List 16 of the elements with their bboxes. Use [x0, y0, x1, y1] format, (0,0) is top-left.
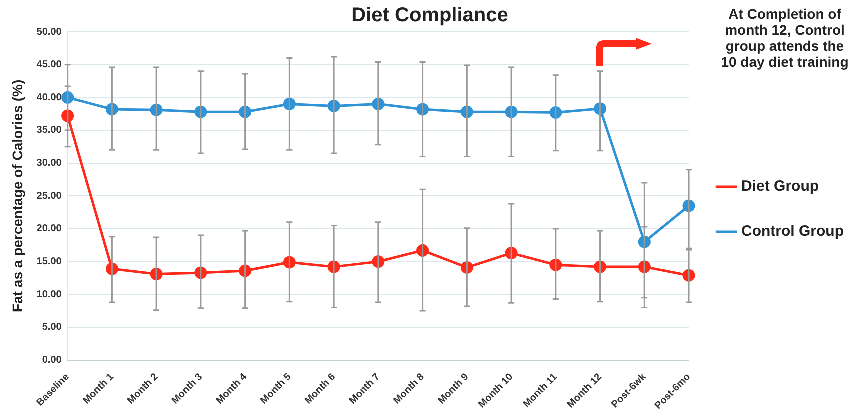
y-tick-label: 50.00	[36, 26, 62, 38]
y-tick-label: 30.00	[36, 158, 62, 170]
y-tick-label: 10.00	[36, 289, 62, 300]
legend-label: Control Group	[742, 223, 844, 240]
chart-title: Diet Compliance	[352, 4, 508, 27]
legend-label: Diet Group	[742, 178, 820, 196]
y-tick-label: 20.00	[36, 224, 62, 235]
y-tick-label: 25.00	[36, 190, 62, 202]
text: At Completion of month 12, Control group attends the 10 day diet training	[720, 6, 850, 70]
y-tick-label: 35.00	[36, 125, 62, 136]
y-axis-title: Fat as a percentage of Calories (%)	[9, 80, 26, 312]
y-tick-label: 15.00	[36, 256, 62, 268]
y-tick-label: 40.00	[36, 92, 62, 104]
y-tick-label: 45.00	[36, 60, 62, 71]
y-tick-label: 0.00	[42, 355, 62, 366]
y-tick-label: 5.00	[42, 322, 62, 334]
